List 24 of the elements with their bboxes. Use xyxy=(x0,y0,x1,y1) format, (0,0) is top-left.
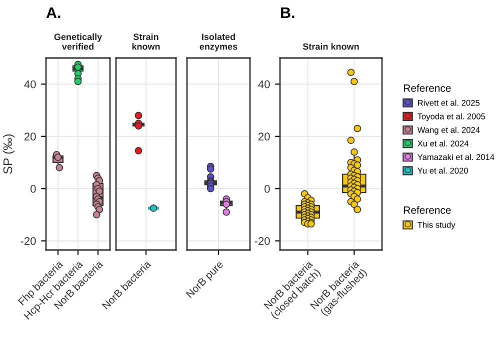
legend-title: Reference xyxy=(404,206,451,214)
chart-title: B. xyxy=(281,7,294,18)
legend-label: Rivett et al. 2025 xyxy=(418,100,480,106)
chart-subtitle: Strain known xyxy=(302,43,359,50)
y-tick-label: 0 xyxy=(30,184,36,193)
y-tick-label: 0 xyxy=(264,184,270,193)
y-tick-label: 20 xyxy=(258,132,270,141)
chart-subtitle: Genetically verified xyxy=(54,33,102,50)
chart-title: A. xyxy=(46,7,60,18)
legend-title: Reference xyxy=(404,84,451,92)
legend-label: This study xyxy=(418,222,456,230)
y-tick-label: 20 xyxy=(24,132,36,141)
y-tick-label: -20 xyxy=(20,237,36,245)
legend-label: Yamazaki et al. 2014 xyxy=(418,154,494,160)
chart-subtitle: Isolated enzymes xyxy=(200,33,238,52)
legend-label: Yu et al. 2020 xyxy=(418,167,468,174)
legend-label: Wang et al. 2024 xyxy=(417,126,480,135)
y-tick-label: -20 xyxy=(254,237,270,245)
legend-label: Toyoda et al. 2005 xyxy=(418,113,486,121)
chart-subtitle: Strain known xyxy=(132,33,160,50)
y-tick-label: 40 xyxy=(258,80,270,88)
legend-label: Xu et al. 2024 xyxy=(418,140,469,146)
y-axis-title: SP (‰) xyxy=(3,134,15,174)
y-tick-label: 40 xyxy=(24,80,36,88)
